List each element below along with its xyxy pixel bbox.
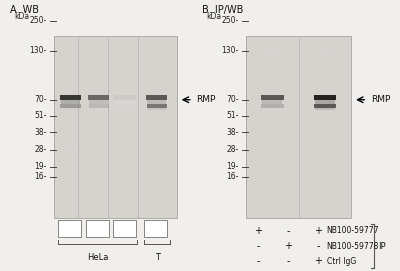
Text: 50: 50	[65, 224, 76, 233]
Bar	[265, 49, 279, 53]
Bar	[114, 95, 136, 100]
Bar	[266, 53, 278, 54]
Bar	[116, 108, 134, 110]
Text: kDa: kDa	[206, 12, 222, 21]
Bar	[262, 108, 282, 110]
Bar	[147, 100, 166, 104]
Text: 15: 15	[93, 224, 104, 233]
Bar	[144, 220, 167, 237]
Text: 250-: 250-	[30, 16, 47, 25]
Text: 70-: 70-	[34, 95, 47, 104]
Text: 38-: 38-	[34, 128, 47, 137]
Bar	[315, 108, 335, 110]
Text: -: -	[286, 256, 290, 266]
Bar	[314, 104, 336, 108]
Bar	[315, 100, 335, 104]
Text: RMP: RMP	[196, 95, 216, 104]
Text: 130-: 130-	[222, 46, 239, 56]
Bar	[86, 220, 109, 237]
Bar	[89, 104, 109, 108]
Text: -: -	[316, 241, 320, 251]
Text: RMP: RMP	[371, 95, 390, 104]
Bar	[319, 53, 331, 54]
Text: B. IP/WB: B. IP/WB	[202, 5, 243, 15]
Bar	[54, 36, 177, 218]
Bar	[148, 108, 166, 110]
Text: -: -	[256, 256, 260, 266]
Text: 16-: 16-	[34, 172, 47, 181]
Bar	[60, 104, 80, 108]
Text: kDa: kDa	[14, 12, 30, 21]
Text: 70-: 70-	[226, 95, 239, 104]
Text: HeLa: HeLa	[87, 253, 108, 262]
Bar	[88, 95, 109, 100]
Text: NB100-59777: NB100-59777	[327, 226, 379, 235]
Text: NB100-59778: NB100-59778	[327, 241, 379, 251]
Text: 5: 5	[122, 224, 128, 233]
Bar	[262, 100, 282, 104]
Bar	[115, 104, 135, 108]
Text: +: +	[314, 226, 322, 236]
Text: Ctrl IgG: Ctrl IgG	[327, 257, 356, 266]
Bar	[246, 36, 351, 218]
Text: 16-: 16-	[226, 172, 239, 181]
Bar	[147, 104, 167, 108]
Bar	[62, 108, 80, 110]
Bar	[146, 95, 167, 100]
Text: 50: 50	[152, 224, 162, 233]
Text: 19-: 19-	[226, 162, 239, 172]
Text: 38-: 38-	[226, 128, 239, 137]
Text: -: -	[286, 226, 290, 236]
Text: 51-: 51-	[34, 111, 47, 121]
Bar	[261, 104, 284, 108]
Text: +: +	[254, 226, 262, 236]
Bar	[116, 100, 134, 104]
Text: 51-: 51-	[226, 111, 239, 121]
Bar	[64, 151, 77, 153]
Bar	[89, 100, 108, 104]
Bar	[63, 148, 78, 151]
Bar	[318, 49, 332, 53]
Text: 28-: 28-	[34, 145, 47, 154]
Text: IP: IP	[378, 241, 385, 251]
Text: T: T	[155, 253, 160, 262]
Text: 250-: 250-	[222, 16, 239, 25]
Text: A. WB: A. WB	[10, 5, 39, 15]
Text: +: +	[314, 256, 322, 266]
Bar	[90, 108, 108, 110]
Bar	[61, 100, 80, 104]
Text: -: -	[256, 241, 260, 251]
Text: 28-: 28-	[226, 145, 239, 154]
Text: 130-: 130-	[30, 46, 47, 56]
Bar	[314, 95, 336, 100]
Bar	[261, 95, 284, 100]
Text: +: +	[284, 241, 292, 251]
Text: 19-: 19-	[34, 162, 47, 172]
Bar	[113, 220, 136, 237]
Bar	[60, 95, 81, 100]
Bar	[58, 220, 81, 237]
